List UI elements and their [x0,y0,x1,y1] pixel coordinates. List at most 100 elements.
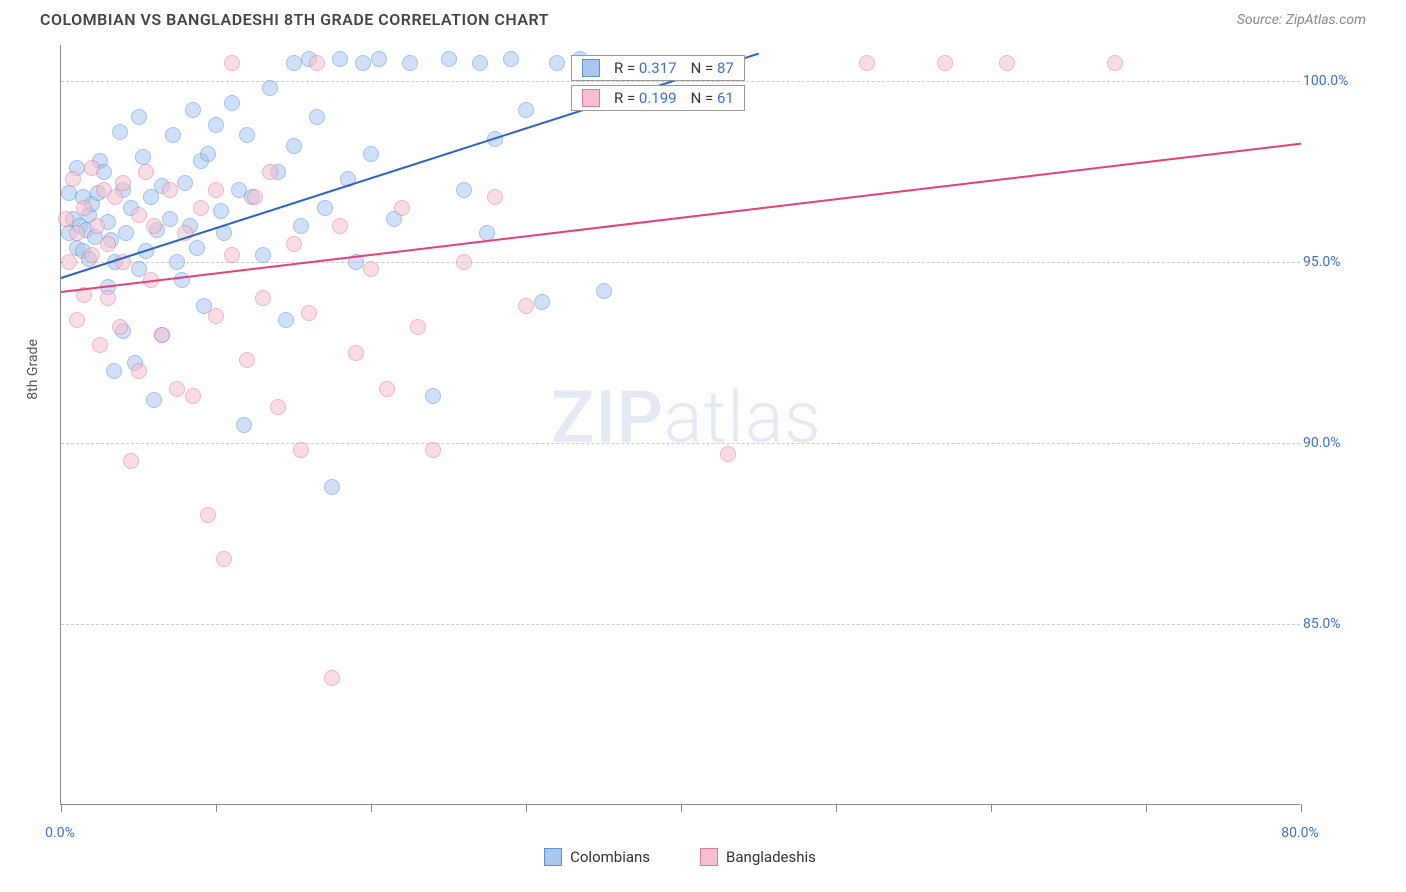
scatter-point [441,51,457,67]
scatter-point [107,189,123,205]
scatter-point [309,109,325,125]
watermark-icon: ZIPatlas [551,375,822,460]
gridline [61,262,1300,263]
y-tick-label: 85.0% [1303,616,1358,632]
scatter-point [534,294,550,310]
r-label: R = [614,89,639,107]
scatter-point [286,236,302,252]
scatter-point [301,305,317,321]
n-label: N = [691,59,717,77]
scatter-point [162,182,178,198]
scatter-point [224,95,240,111]
chart-title: COLOMBIAN VS BANGLADESHI 8TH GRADE CORRE… [40,10,549,29]
scatter-point [425,388,441,404]
scatter-point [208,308,224,324]
x-tick [991,804,992,812]
scatter-point [131,363,147,379]
scatter-point [286,138,302,154]
scatter-point [162,211,178,227]
legend-swatch-icon [544,848,562,866]
r-label: R = [614,59,639,77]
scatter-point [169,381,185,397]
y-tick-label: 90.0% [1303,435,1358,451]
scatter-point [58,211,74,227]
scatter-point [456,254,472,270]
scatter-point [379,381,395,397]
scatter-point [239,352,255,368]
y-tick-label: 95.0% [1303,254,1358,270]
x-tick [836,804,837,812]
scatter-point [185,388,201,404]
scatter-point [472,55,488,71]
scatter-point [61,254,77,270]
scatter-point [84,160,100,176]
gridline [61,624,1300,625]
gridline [61,81,1300,82]
x-tick [681,804,682,812]
scatter-point [131,207,147,223]
scatter-point [135,149,151,165]
scatter-point [146,392,162,408]
scatter-point [76,200,92,216]
scatter-point [65,171,81,187]
scatter-point [92,337,108,353]
y-tick-label: 100.0% [1303,73,1358,89]
scatter-point [332,51,348,67]
scatter-point [131,109,147,125]
scatter-point [115,175,131,191]
scatter-point [224,55,240,71]
scatter-point [177,175,193,191]
scatter-point [146,218,162,234]
scatter-point [720,446,736,462]
scatter-point [106,363,122,379]
scatter-point [371,51,387,67]
n-value: 87 [717,59,734,77]
scatter-point [193,200,209,216]
scatter-point [84,247,100,263]
scatter-point [999,55,1015,71]
scatter-point [154,327,170,343]
scatter-point [293,442,309,458]
scatter-point [200,507,216,523]
x-tick [526,804,527,812]
scatter-point [239,127,255,143]
legend-label: Colombians [570,848,650,866]
legend-swatch-icon [700,848,718,866]
scatter-point [123,453,139,469]
scatter-point [278,312,294,328]
scatter-point [165,127,181,143]
scatter-point [213,203,229,219]
scatter-point [286,55,302,71]
scatter-point [208,182,224,198]
scatter-point [1107,55,1123,71]
scatter-point [410,319,426,335]
scatter-point [200,146,216,162]
n-label: N = [691,89,717,107]
legend-item-colombians: Colombians [544,848,650,866]
scatter-point [100,290,116,306]
stats-swatch-icon [582,89,600,107]
scatter-point [255,247,271,263]
scatter-point [425,442,441,458]
scatter-point [138,164,154,180]
scatter-point [262,164,278,180]
correlation-stats: R = 0.199N = 61 [571,85,745,111]
scatter-point [549,55,565,71]
scatter-point [859,55,875,71]
scatter-point [596,283,612,299]
scatter-point [247,189,263,205]
scatter-point [317,200,333,216]
scatter-point [262,80,278,96]
x-tick [371,804,372,812]
scatter-point [456,182,472,198]
stats-swatch-icon [582,59,600,77]
scatter-point [255,290,271,306]
x-tick-label: 80.0% [1281,825,1319,841]
scatter-point [69,225,85,241]
scatter-point [100,236,116,252]
scatter-point [518,298,534,314]
scatter-point [112,124,128,140]
scatter-point [185,102,201,118]
scatter-point [937,55,953,71]
scatter-point [89,218,105,234]
